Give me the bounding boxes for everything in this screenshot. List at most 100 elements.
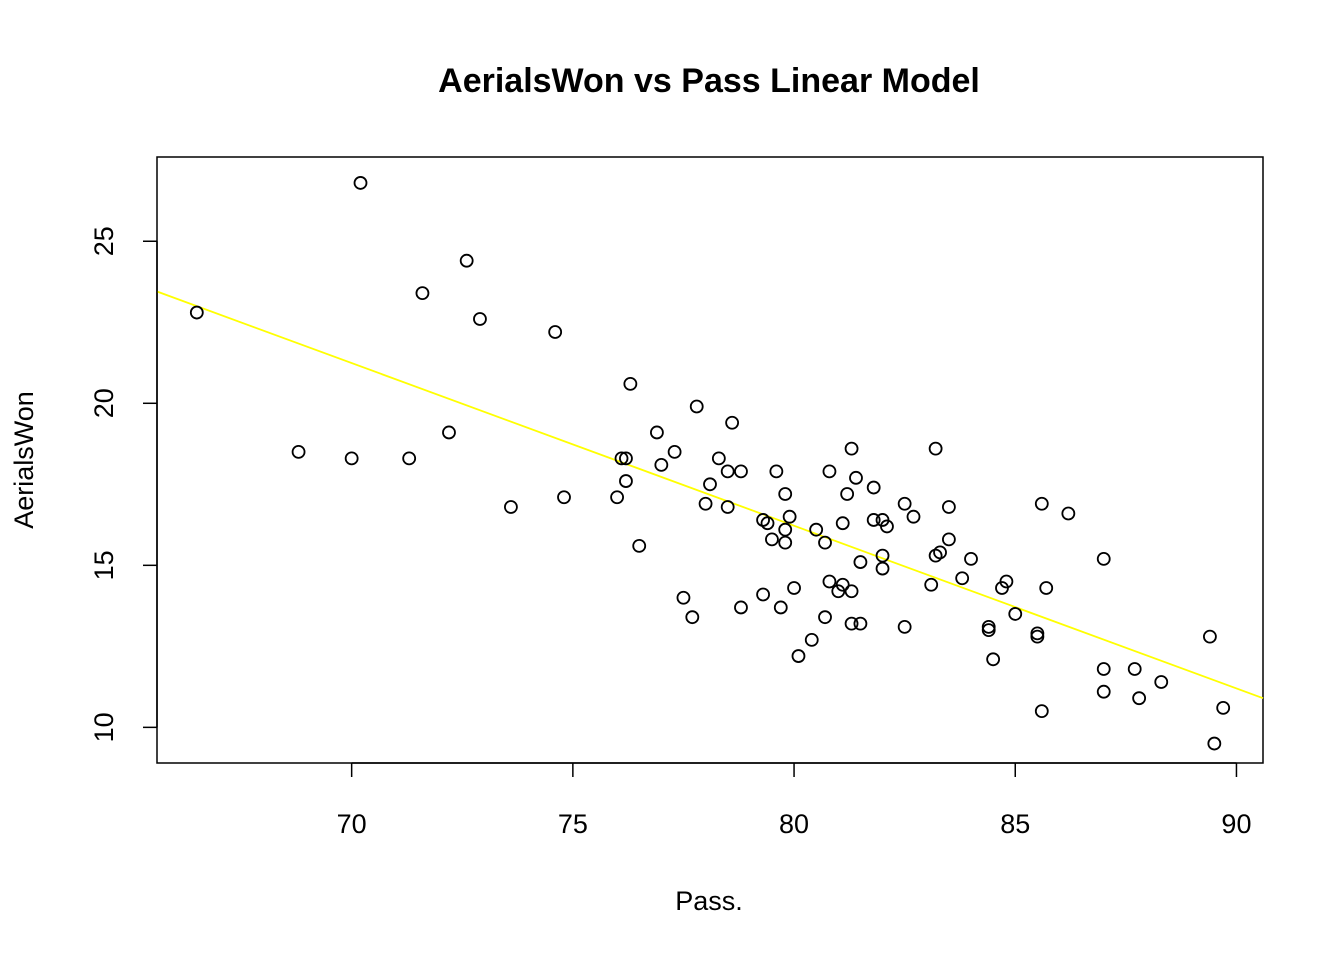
data-point	[1096, 551, 1111, 566]
data-point	[654, 457, 669, 472]
data-point	[623, 376, 638, 391]
regression-line	[156, 290, 1264, 700]
data-point	[853, 555, 868, 569]
plot-frame	[156, 156, 1264, 764]
x-tick-label: 80	[779, 809, 809, 839]
data-point	[760, 516, 775, 531]
data-point	[504, 500, 518, 514]
data-point	[1203, 629, 1217, 644]
data-point	[906, 509, 921, 524]
data-point	[557, 490, 571, 505]
data-point	[353, 176, 368, 190]
data-point	[1127, 662, 1142, 676]
chart-title: AerialsWon vs Pass Linear Model	[438, 62, 980, 100]
data-point	[667, 444, 682, 459]
data-point	[835, 577, 850, 592]
x-tick-label: 70	[337, 809, 367, 839]
data-point	[442, 425, 456, 440]
data-point	[720, 464, 735, 479]
data-point	[189, 305, 204, 320]
data-point	[459, 253, 474, 268]
data-point	[986, 652, 1001, 667]
data-point	[1154, 675, 1169, 689]
data-point	[875, 561, 890, 576]
data-point	[765, 532, 779, 547]
x-tick-label: 85	[1000, 809, 1030, 839]
data-point	[782, 509, 797, 524]
data-point	[778, 535, 793, 550]
data-point	[698, 496, 713, 511]
data-point	[941, 532, 956, 547]
data-point	[853, 616, 868, 631]
data-point	[548, 325, 563, 339]
data-point	[344, 451, 359, 466]
data-point	[1039, 581, 1054, 595]
data-point	[933, 545, 947, 560]
x-axis: 70 75 80 85 90	[337, 762, 1251, 839]
x-axis-label: Pass.	[675, 886, 743, 916]
data-point	[632, 538, 647, 553]
data-point	[720, 500, 735, 514]
data-point	[849, 470, 863, 485]
data-point	[650, 425, 664, 440]
data-point	[941, 500, 956, 514]
data-point	[844, 584, 859, 599]
y-tick-label: 25	[89, 226, 119, 256]
data-point	[999, 574, 1014, 589]
data-point	[835, 516, 850, 531]
data-point	[844, 616, 859, 631]
regression-line-layer	[156, 290, 1264, 700]
data-point	[1030, 629, 1045, 644]
data-point	[291, 444, 306, 459]
data-point	[778, 522, 793, 537]
data-point	[619, 451, 633, 466]
data-point	[866, 480, 881, 495]
data-point	[875, 548, 890, 563]
data-point	[1034, 704, 1049, 719]
data-point	[804, 632, 819, 647]
data-point	[822, 574, 837, 589]
data-point	[1207, 736, 1222, 751]
data-point	[769, 464, 784, 479]
data-point	[787, 581, 801, 595]
data-point	[955, 571, 970, 586]
data-point	[866, 513, 881, 527]
y-tick-label: 20	[89, 388, 119, 418]
y-axis: 10 15 20 25	[89, 226, 158, 742]
data-point	[1096, 684, 1111, 699]
y-axis-label: AerialsWon	[9, 391, 39, 529]
data-point	[689, 399, 704, 414]
data-point	[844, 441, 859, 456]
data-point	[711, 451, 726, 466]
data-point	[734, 600, 748, 615]
data-point	[676, 590, 691, 605]
data-point	[1061, 506, 1076, 521]
data-point	[822, 464, 837, 479]
points-layer	[189, 176, 1231, 751]
data-point	[778, 487, 793, 501]
data-point	[897, 496, 912, 511]
data-point	[1096, 662, 1111, 676]
data-point	[818, 535, 832, 550]
data-point	[619, 474, 633, 488]
data-point	[415, 286, 430, 301]
data-point	[1008, 607, 1023, 621]
data-point	[928, 441, 943, 456]
data-point	[924, 577, 939, 592]
data-point	[473, 312, 487, 326]
data-point	[725, 415, 740, 430]
x-tick-label: 90	[1221, 809, 1251, 839]
data-point	[1034, 496, 1049, 511]
data-point	[791, 649, 806, 663]
data-point	[756, 587, 770, 602]
data-point	[610, 490, 624, 505]
data-point	[1132, 691, 1147, 706]
data-point	[840, 487, 855, 501]
data-point	[402, 451, 417, 466]
data-point	[981, 623, 996, 638]
data-point	[818, 610, 832, 625]
data-point	[773, 600, 788, 615]
data-point	[703, 477, 717, 492]
y-tick-label: 15	[89, 550, 119, 580]
